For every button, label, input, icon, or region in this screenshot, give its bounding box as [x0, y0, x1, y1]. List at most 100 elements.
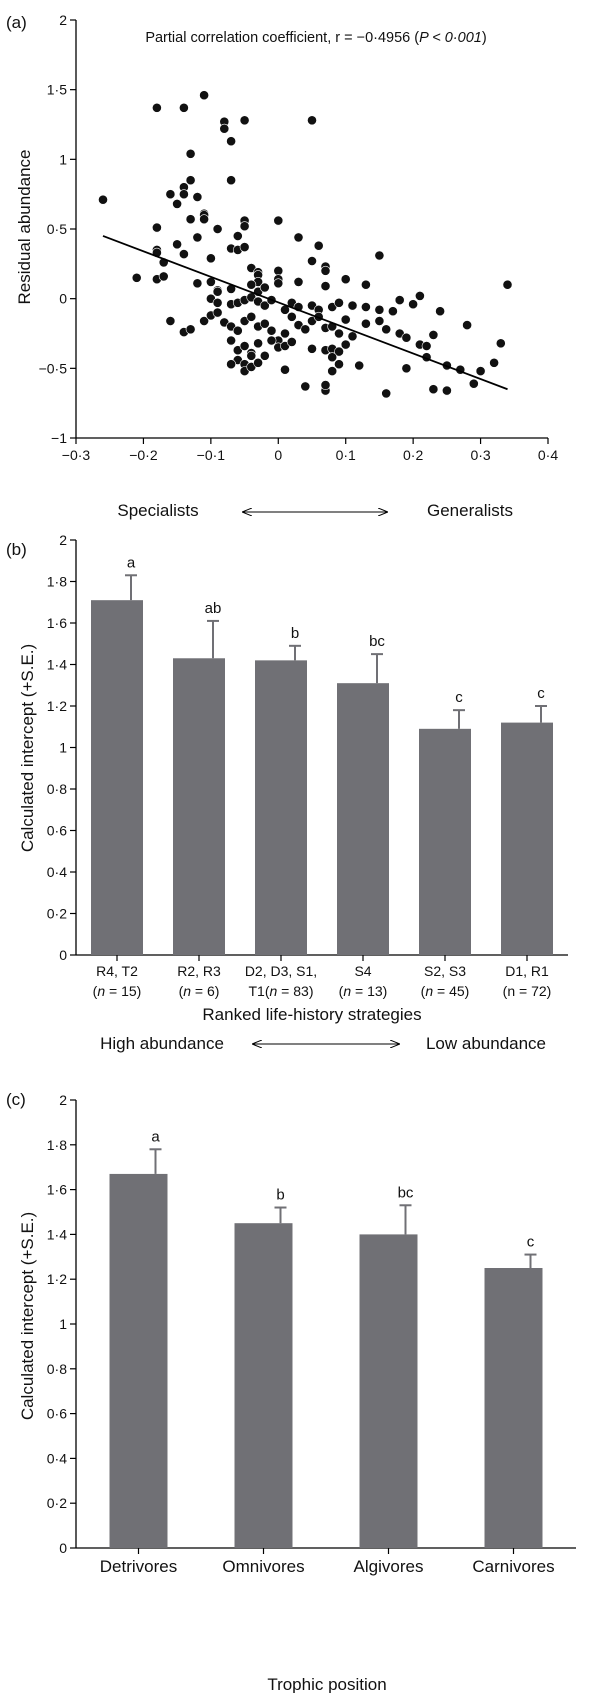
scatter-point	[185, 175, 196, 186]
panel-c-category-labels: Detrivores Omnivores Algivores Carnivores	[100, 1557, 555, 1576]
panel-c: (c) Calculated intercept (+S.E.) 0 0·2 0·4…	[6, 1090, 576, 1693]
scatter-point	[199, 316, 209, 326]
panel-b-category-label: S4	[354, 963, 371, 979]
scatter-point	[172, 239, 182, 250]
scatter-point	[307, 115, 317, 126]
scatter-point	[502, 279, 513, 290]
scatter-point	[259, 300, 270, 311]
panel-b-ytick-label: 0·6	[47, 823, 67, 839]
panel-b-category-label: D2, D3, S1,	[245, 963, 317, 979]
scatter-point	[246, 350, 257, 361]
panel-b: (b) Calculated intercept (+S.E.) 0 0·2 0·4…	[6, 532, 568, 1053]
scatter-point	[239, 115, 250, 126]
scatter-point	[212, 297, 223, 308]
panel-c-ytick-label: 0	[59, 1540, 67, 1556]
panel-c-significance-label: b	[276, 1187, 284, 1204]
panel-c-category-label: Carnivores	[472, 1557, 554, 1576]
panel-a-ytick-label: 0	[59, 291, 67, 307]
scatter-point	[428, 384, 439, 395]
scatter-point	[185, 324, 196, 335]
scatter-point	[300, 324, 311, 335]
scatter-point	[340, 339, 351, 350]
panel-a-ytick-label: 1·5	[47, 82, 67, 98]
scatter-point	[435, 306, 445, 317]
generalists-label: Generalists	[427, 501, 513, 520]
panel-a: (a) Partial correlation coefficient, r =…	[6, 12, 558, 520]
scatter-point	[347, 300, 358, 311]
scatter-point	[293, 232, 304, 243]
scatter-point	[205, 253, 216, 264]
panel-b-bar	[173, 658, 225, 955]
panel-b-ytick-label: 0·2	[47, 906, 67, 922]
scatter-point	[489, 357, 499, 368]
scatter-point	[280, 364, 290, 375]
scatter-point	[178, 249, 189, 259]
scatter-point	[374, 316, 385, 326]
scatter-point	[219, 123, 230, 134]
scatter-point	[327, 352, 338, 363]
panel-b-bar	[255, 660, 307, 955]
panel-b-significance-label: b	[291, 625, 299, 642]
panel-b-significance-label: ab	[205, 600, 222, 617]
panel-a-axes: −1 −0·5 0 0·5 1 1·5 2 −0·3 −0·2 −0·1 0 0·1 0·2 0·3 0·4	[39, 12, 559, 463]
panel-c-ytick-label: 1·4	[47, 1226, 67, 1242]
scatter-point	[253, 338, 263, 349]
panel-c-bar	[234, 1223, 293, 1548]
panel-b-significance-label: bc	[369, 633, 385, 650]
scatter-point	[360, 318, 371, 329]
panel-c-ytick-label: 1·8	[47, 1137, 67, 1153]
panel-b-bar	[91, 600, 143, 955]
panel-a-xtick-label: −0·3	[62, 447, 91, 463]
scatter-point	[360, 279, 371, 290]
panel-c-significance-label: bc	[398, 1184, 414, 1201]
panel-b-bars: a ab b bc c c	[91, 554, 553, 955]
panel-b-axes: 0 0·2 0·4 0·6 0·8 1 1·2 1·4 1·6 1·8 2	[47, 532, 568, 963]
scatter-point	[239, 341, 250, 351]
panel-a-ytick-label: 2	[59, 12, 67, 28]
panel-b-ytick-label: 0·8	[47, 781, 67, 797]
regression-line	[102, 235, 508, 391]
scatter-point	[428, 329, 439, 340]
panel-b-bar	[419, 728, 471, 955]
scatter-point	[340, 314, 351, 325]
panel-b-category-count: T1(n = 83)	[249, 983, 314, 999]
panel-b-ytick-label: 0	[59, 947, 67, 963]
scatter-point	[320, 380, 331, 390]
scatter-point	[259, 318, 270, 329]
scatter-point	[226, 175, 236, 186]
panel-c-ytick-label: 0·2	[47, 1495, 67, 1511]
panel-a-xtick-label: 0·1	[336, 447, 356, 463]
panel-a-xtick-label: −0·2	[129, 447, 158, 463]
panel-c-ytick-label: 0·8	[47, 1361, 67, 1377]
scatter-point	[172, 198, 182, 209]
scatter-point	[334, 297, 344, 308]
scatter-point	[185, 148, 196, 159]
panel-c-category-label: Algivores	[354, 1557, 424, 1576]
panel-b-ytick-label: 1	[59, 740, 67, 756]
scatter-point	[246, 279, 257, 290]
scatter-point	[273, 265, 284, 276]
panel-b-significance-label: c	[455, 689, 463, 706]
scatter-point	[151, 222, 162, 233]
panel-a-ylabel: Residual abundance	[15, 149, 34, 304]
panel-c-xlabel: Trophic position	[267, 1675, 386, 1693]
panel-b-category-label: D1, R1	[505, 963, 549, 979]
scatter-point	[192, 192, 203, 202]
high-abundance-label: High abundance	[100, 1034, 224, 1053]
scatter-point	[340, 274, 351, 285]
scatter-point	[401, 332, 412, 343]
panel-a-xtick-label: −0·1	[197, 447, 226, 463]
scatter-point	[320, 281, 331, 291]
scatter-point	[387, 306, 398, 317]
scatter-point	[334, 328, 344, 339]
scatter-point	[151, 102, 162, 113]
scatter-point	[246, 311, 257, 322]
scatter-point	[165, 189, 176, 200]
scatter-point	[232, 231, 243, 241]
scatter-point	[347, 331, 358, 342]
panel-a-xtick-label: 0·3	[470, 447, 490, 463]
scatter-point	[165, 316, 176, 326]
annotation-prefix: Partial correlation coefficient, r = −0·…	[145, 30, 419, 46]
scatter-point	[313, 240, 324, 251]
scatter-point	[307, 256, 317, 266]
